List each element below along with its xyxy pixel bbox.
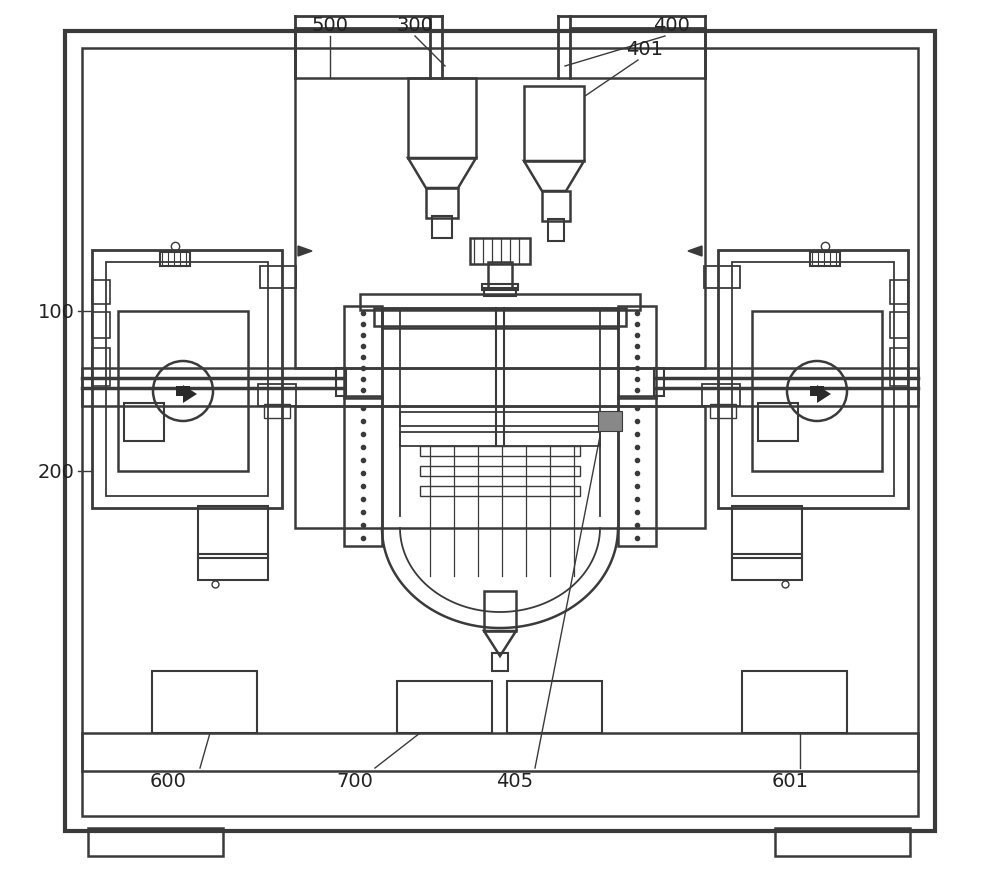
Bar xyxy=(198,555,268,580)
Polygon shape xyxy=(183,385,197,403)
Bar xyxy=(718,251,908,509)
Bar xyxy=(482,284,518,291)
Text: 405: 405 xyxy=(496,772,534,790)
Bar xyxy=(775,828,910,856)
Bar xyxy=(654,369,664,397)
Bar xyxy=(484,591,516,632)
Bar xyxy=(618,307,656,399)
Bar xyxy=(258,385,296,407)
Bar xyxy=(542,191,570,222)
Text: 200: 200 xyxy=(38,462,75,481)
Bar xyxy=(732,555,802,580)
Bar xyxy=(426,189,458,219)
Bar xyxy=(408,79,476,159)
Bar xyxy=(106,263,268,496)
Text: 400: 400 xyxy=(654,15,690,35)
Bar xyxy=(507,681,602,734)
Bar xyxy=(420,447,580,456)
Bar xyxy=(732,507,802,558)
Text: 700: 700 xyxy=(337,772,373,790)
Bar xyxy=(752,312,882,471)
Bar xyxy=(295,79,705,369)
Text: 500: 500 xyxy=(312,15,349,35)
Bar xyxy=(124,403,164,441)
Bar xyxy=(160,253,190,267)
Text: 100: 100 xyxy=(38,302,75,321)
Bar xyxy=(890,313,908,338)
Bar xyxy=(742,672,847,734)
Bar xyxy=(758,403,798,441)
Bar xyxy=(890,281,908,305)
Bar xyxy=(92,313,110,338)
Bar xyxy=(492,653,508,672)
Bar xyxy=(810,253,840,267)
Text: 401: 401 xyxy=(626,40,664,58)
Bar xyxy=(382,308,618,329)
Bar xyxy=(92,251,282,509)
Bar xyxy=(702,385,740,407)
Bar xyxy=(710,405,736,418)
Bar xyxy=(92,348,110,386)
Bar xyxy=(420,486,580,496)
Bar xyxy=(264,405,290,418)
Bar xyxy=(374,308,626,327)
Bar xyxy=(524,87,584,162)
Bar xyxy=(65,32,935,831)
Polygon shape xyxy=(298,246,312,257)
Polygon shape xyxy=(176,386,190,397)
Bar xyxy=(400,413,600,426)
Polygon shape xyxy=(810,386,824,397)
Bar xyxy=(295,407,705,528)
Bar xyxy=(548,220,564,242)
Text: 601: 601 xyxy=(771,772,808,790)
Bar xyxy=(470,238,530,265)
Bar xyxy=(344,397,382,547)
Bar xyxy=(484,289,516,297)
Bar xyxy=(198,507,268,558)
Bar xyxy=(432,217,452,238)
Text: 300: 300 xyxy=(397,15,433,35)
Bar xyxy=(82,49,918,816)
Bar xyxy=(618,397,656,547)
Text: 600: 600 xyxy=(150,772,186,790)
Polygon shape xyxy=(817,385,831,403)
Bar xyxy=(82,369,918,407)
Bar xyxy=(488,263,512,289)
Bar xyxy=(360,295,640,311)
Bar xyxy=(704,267,740,289)
Bar xyxy=(598,411,622,431)
Bar xyxy=(92,281,110,305)
Polygon shape xyxy=(688,246,702,257)
Bar xyxy=(420,466,580,477)
Bar xyxy=(400,432,600,447)
Bar xyxy=(82,734,918,771)
Bar xyxy=(88,828,223,856)
Bar xyxy=(890,348,908,386)
Bar xyxy=(336,369,346,397)
Bar xyxy=(118,312,248,471)
Bar xyxy=(397,681,492,734)
Bar xyxy=(152,672,257,734)
Bar xyxy=(260,267,296,289)
Bar xyxy=(732,263,894,496)
Bar xyxy=(344,307,382,399)
